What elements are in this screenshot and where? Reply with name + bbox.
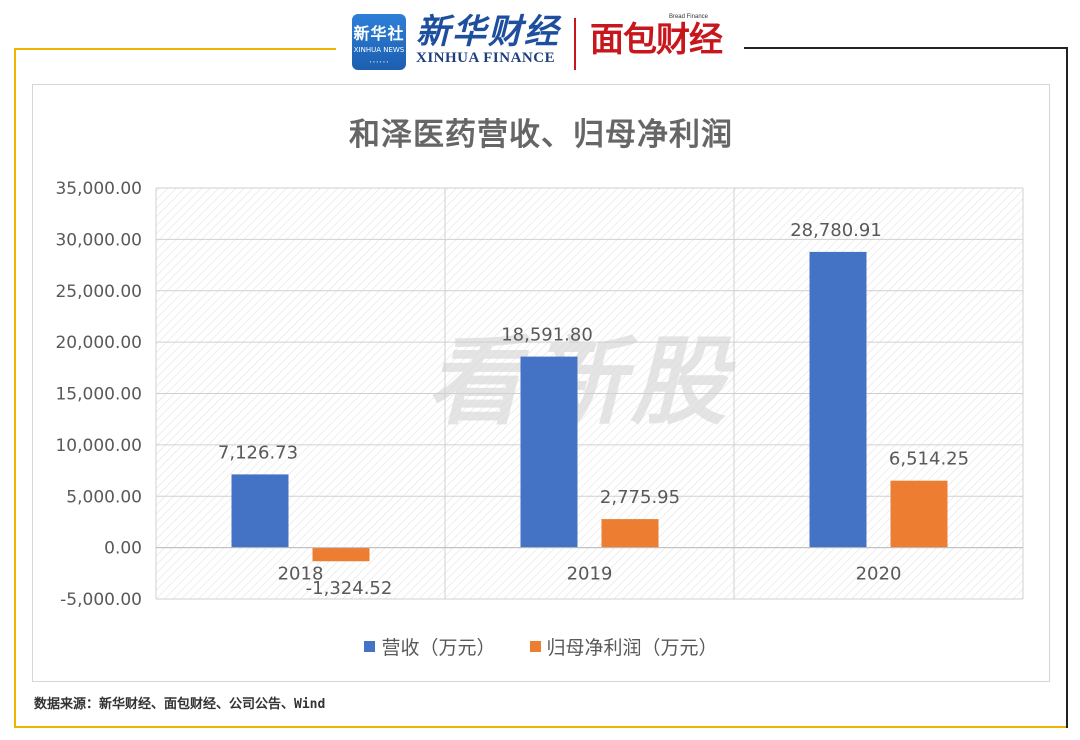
legend-swatch-profit xyxy=(529,641,541,652)
bread-finance-logo: Bread Finance 面包财经 xyxy=(590,14,738,60)
logo-divider xyxy=(574,18,576,70)
data-label-revenue: 28,780.91 xyxy=(790,220,882,241)
legend-swatch-revenue xyxy=(364,641,376,652)
chart-title: 和泽医药营收、归母净利润 xyxy=(349,117,733,153)
xinhua-finance-logo: 新华财经 XINHUA FINANCE xyxy=(416,12,566,67)
legend-label-revenue: 营收（万元） xyxy=(381,637,496,659)
xinhua-finance-cn: 新华财经 xyxy=(416,12,560,52)
x-tick-label: 2020 xyxy=(856,564,902,585)
xinhua-news-logo: 新华社 XINHUA NEWS ⋯⋯ xyxy=(352,14,406,70)
data-label-profit: -1,324.52 xyxy=(306,578,393,599)
bar-chart: 看新股 -5,000.00 0.00 5,000.00 10,000.00 15,000.… xyxy=(55,179,1024,610)
bar-revenue xyxy=(231,474,289,548)
data-label-profit: 6,514.25 xyxy=(889,449,969,470)
xinhua-badge-cn: 新华社 xyxy=(353,24,405,43)
bar-profit xyxy=(601,519,659,548)
xinhua-finance-en: XINHUA FINANCE xyxy=(416,50,556,66)
legend: 营收（万元） 归母净利润（万元） xyxy=(33,633,1049,660)
frame-bottom xyxy=(14,726,1068,728)
y-tick-label: 25,000.00 xyxy=(55,282,142,302)
bread-finance-en: Bread Finance xyxy=(668,14,708,20)
data-label-revenue: 7,126.73 xyxy=(218,442,298,463)
source-note: 数据来源：新华财经、面包财经、公司公告、Wind xyxy=(34,697,326,712)
chart-card: 和泽医药营收、归母净利润 看新股 -5,000.00 0.00 5,000.00 10,… xyxy=(32,84,1050,682)
dots-icon: ⋯⋯ xyxy=(369,57,389,68)
x-tick-label: 2018 xyxy=(278,564,324,585)
legend-label-profit: 归母净利润（万元） xyxy=(546,637,718,659)
legend-item-profit: 归母净利润（万元） xyxy=(529,633,718,660)
frame-top-right xyxy=(744,47,1068,49)
bar-revenue xyxy=(520,356,578,548)
data-label-revenue: 18,591.80 xyxy=(501,325,593,346)
y-tick-label: 35,000.00 xyxy=(55,179,142,199)
frame-top-left xyxy=(14,48,336,50)
xinhua-badge-en: XINHUA NEWS xyxy=(353,46,405,54)
frame-right xyxy=(1066,47,1068,728)
y-tick-label: 15,000.00 xyxy=(55,385,142,405)
frame-left xyxy=(14,48,16,728)
watermark: 看新股 xyxy=(427,326,737,438)
y-tick-label: 5,000.00 xyxy=(66,487,142,507)
y-tick-label: 30,000.00 xyxy=(55,230,142,250)
bar-revenue xyxy=(809,251,867,548)
bar-profit xyxy=(312,547,370,562)
x-tick-label: 2019 xyxy=(567,564,613,585)
legend-item-revenue: 营收（万元） xyxy=(364,633,495,660)
bar-profit xyxy=(890,480,948,548)
y-tick-label: -5,000.00 xyxy=(60,590,142,610)
bread-finance-cn: 面包财经 xyxy=(590,20,723,60)
y-tick-label: 10,000.00 xyxy=(55,436,142,456)
y-tick-label: 20,000.00 xyxy=(55,333,142,353)
data-label-profit: 2,775.95 xyxy=(600,487,680,508)
y-tick-label: 0.00 xyxy=(104,539,142,559)
